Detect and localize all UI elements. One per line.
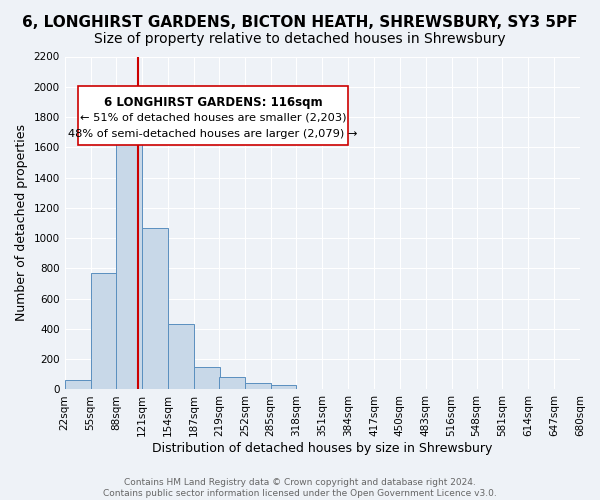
Bar: [245, 382, 271, 390]
Text: Contains HM Land Registry data © Crown copyright and database right 2024.: Contains HM Land Registry data © Crown c…: [124, 478, 476, 487]
Bar: [168, 324, 194, 390]
Text: 48% of semi-detached houses are larger (2,079) →: 48% of semi-detached houses are larger (…: [68, 130, 358, 140]
X-axis label: Distribution of detached houses by size in Shrewsbury: Distribution of detached houses by size …: [152, 442, 493, 455]
Y-axis label: Number of detached properties: Number of detached properties: [15, 124, 28, 322]
Text: Contains public sector information licensed under the Open Government Licence v3: Contains public sector information licen…: [103, 488, 497, 498]
Text: ← 51% of detached houses are smaller (2,203): ← 51% of detached houses are smaller (2,…: [80, 112, 346, 122]
Bar: [116, 128, 142, 390]
Text: Size of property relative to detached houses in Shrewsbury: Size of property relative to detached ho…: [94, 32, 506, 46]
Bar: [91, 273, 116, 390]
Bar: [65, 380, 91, 390]
Bar: [219, 377, 245, 390]
Bar: [142, 228, 168, 390]
Bar: [194, 367, 220, 390]
Text: 6 LONGHIRST GARDENS: 116sqm: 6 LONGHIRST GARDENS: 116sqm: [104, 96, 322, 108]
Bar: [271, 385, 296, 390]
Text: 6, LONGHIRST GARDENS, BICTON HEATH, SHREWSBURY, SY3 5PF: 6, LONGHIRST GARDENS, BICTON HEATH, SHRE…: [22, 15, 578, 30]
Bar: [77, 86, 348, 144]
